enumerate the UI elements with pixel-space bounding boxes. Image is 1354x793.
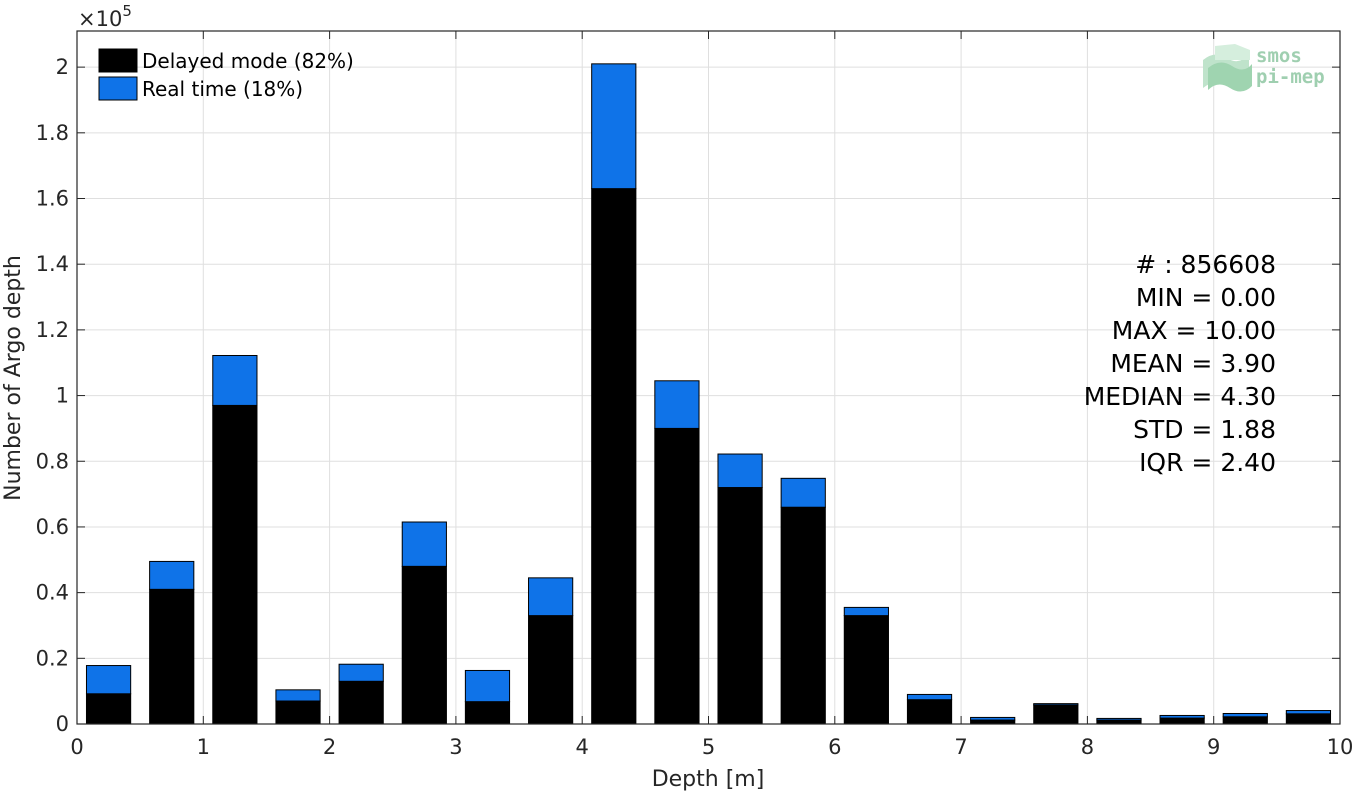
stat-line: MEDIAN = 4.30 <box>1084 382 1276 411</box>
bar-delayed-mode-3 <box>275 700 321 725</box>
legend: Delayed mode (82%) Real time (18%) <box>98 48 354 101</box>
x-tick-label: 6 <box>828 735 841 759</box>
bar-delayed-mode-2 <box>212 404 258 725</box>
bar-real-time-12 <box>843 606 889 617</box>
bar-real-time-19 <box>1285 710 1332 715</box>
y-axis-ticks: 0 0.2 0.4 0.6 0.8 1 1.2 1.4 1.6 1.8 2 <box>36 55 1340 736</box>
y-axis-label: Number of Argo depth <box>1 255 26 501</box>
stat-line: MEAN = 3.90 <box>1110 349 1276 378</box>
bar-real-time-3 <box>275 689 321 702</box>
statistics-annotation: # : 856608 MIN = 0.00 MAX = 10.00 MEAN = 3.… <box>1084 250 1276 477</box>
legend-swatch-real-time <box>98 76 138 101</box>
bar-delayed-mode-6 <box>464 701 511 725</box>
bar-delayed-mode-13 <box>906 699 953 725</box>
stat-line: MIN = 0.00 <box>1136 283 1276 312</box>
y-tick-label: 1 <box>56 384 69 408</box>
stat-line: MAX = 10.00 <box>1112 316 1276 345</box>
bar-real-time-9 <box>654 380 700 429</box>
bars <box>85 63 1332 725</box>
x-axis-label: Depth [m] <box>652 767 765 792</box>
x-tick-label: 1 <box>197 735 210 759</box>
bar-real-time-7 <box>528 577 574 617</box>
bar-real-time-10 <box>717 453 763 489</box>
y-tick-label: 0.4 <box>36 581 69 605</box>
bar-delayed-mode-15 <box>1033 704 1079 725</box>
bar-real-time-16 <box>1096 717 1142 721</box>
x-tick-label: 2 <box>323 735 336 759</box>
smos-pi-mep-logo: smos pi-mep <box>1203 44 1325 92</box>
bar-real-time-2 <box>212 354 258 406</box>
bar-delayed-mode-5 <box>401 565 447 725</box>
x-tick-label: 4 <box>576 735 589 759</box>
stat-line: # : 856608 <box>1135 250 1276 279</box>
bar-real-time-6 <box>464 669 511 703</box>
logo-text-pi-mep: pi-mep <box>1256 66 1325 88</box>
y-tick-label: 0.6 <box>36 515 69 539</box>
bar-real-time-15 <box>1033 703 1079 706</box>
bar-delayed-mode-10 <box>717 487 763 725</box>
bar-delayed-mode-17 <box>1159 717 1205 725</box>
y-tick-label: 1.6 <box>36 187 69 211</box>
x-tick-label: 3 <box>449 735 462 759</box>
bar-delayed-mode-8 <box>591 188 637 725</box>
bar-delayed-mode-9 <box>654 427 700 725</box>
x-axis-ticks: 0 1 2 3 4 5 6 7 8 9 10 <box>70 31 1353 759</box>
bar-real-time-13 <box>906 693 953 701</box>
bar-delayed-mode-11 <box>780 506 826 725</box>
y-tick-label: 2 <box>56 55 69 79</box>
bar-real-time-4 <box>338 663 384 682</box>
y-tick-label: 1.4 <box>36 252 69 276</box>
bar-real-time-1 <box>149 560 195 590</box>
x-tick-label: 5 <box>702 735 715 759</box>
y-tick-label: 1.2 <box>36 318 69 342</box>
bar-delayed-mode-12 <box>843 615 889 725</box>
y-tick-label: 0 <box>56 712 69 736</box>
bar-delayed-mode-1 <box>149 588 195 725</box>
y-tick-label: 1.8 <box>36 121 69 145</box>
bar-delayed-mode-0 <box>85 693 132 725</box>
bar-real-time-14 <box>970 716 1016 721</box>
bar-delayed-mode-18 <box>1222 716 1268 725</box>
bar-delayed-mode-19 <box>1285 713 1332 725</box>
bar-real-time-11 <box>780 477 826 508</box>
x-tick-label: 0 <box>70 735 83 759</box>
y-tick-label: 0.8 <box>36 449 69 473</box>
bar-delayed-mode-7 <box>528 615 574 725</box>
logo-text-smos: smos <box>1256 45 1302 67</box>
bar-delayed-mode-4 <box>338 680 384 725</box>
x-tick-label: 9 <box>1207 735 1220 759</box>
legend-swatch-delayed-mode <box>98 48 138 73</box>
y-exponent-power: 5 <box>122 2 132 20</box>
legend-label-real-time: Real time (18%) <box>142 77 303 101</box>
bar-real-time-0 <box>85 665 132 695</box>
stat-line: IQR = 2.40 <box>1139 448 1276 477</box>
y-tick-label: 0.2 <box>36 646 69 670</box>
x-tick-label: 10 <box>1327 735 1354 759</box>
bar-real-time-5 <box>401 521 447 567</box>
bar-real-time-8 <box>591 63 637 190</box>
legend-label-delayed-mode: Delayed mode (82%) <box>142 49 354 73</box>
stat-line: STD = 1.88 <box>1133 415 1276 444</box>
y-exponent-label: ×105 <box>78 2 132 31</box>
bar-real-time-18 <box>1222 712 1268 718</box>
bar-real-time-17 <box>1159 714 1205 719</box>
x-tick-label: 7 <box>954 735 967 759</box>
x-tick-label: 8 <box>1081 735 1094 759</box>
